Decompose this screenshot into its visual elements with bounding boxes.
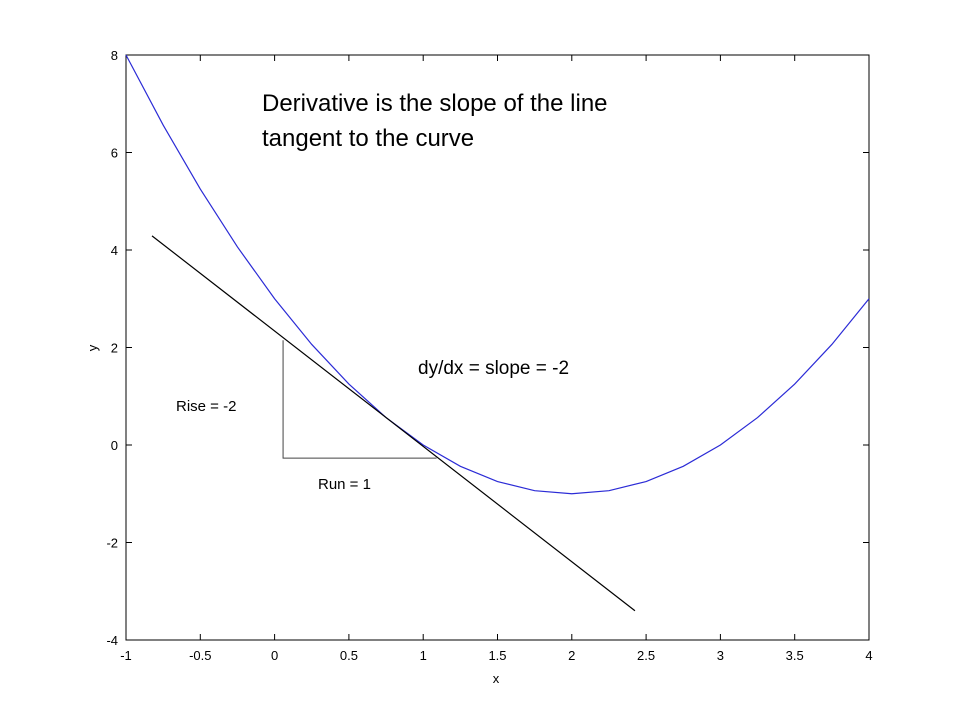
y-tick-label: 8 bbox=[111, 48, 118, 63]
y-tick-label: -4 bbox=[106, 633, 118, 648]
x-tick-label: 4 bbox=[865, 648, 872, 663]
annotation: Run = 1 bbox=[318, 476, 371, 493]
curve bbox=[125, 54, 870, 495]
y-tick-label: 2 bbox=[111, 341, 118, 356]
x-tick-label: 0 bbox=[271, 648, 278, 663]
title-line: tangent to the curve bbox=[262, 125, 474, 152]
x-tick-label: 1.5 bbox=[488, 648, 506, 663]
annotation: Rise = -2 bbox=[176, 398, 236, 415]
y-tick-label: 0 bbox=[111, 438, 118, 453]
x-tick-label: 2 bbox=[568, 648, 575, 663]
y-tick-label: 6 bbox=[111, 146, 118, 161]
x-tick-label: 1 bbox=[420, 648, 427, 663]
x-axis-label: x bbox=[493, 671, 500, 686]
x-tick-label: 3.5 bbox=[786, 648, 804, 663]
slope-triangle bbox=[282, 340, 437, 459]
x-tick-label: 2.5 bbox=[637, 648, 655, 663]
y-tick-label: 4 bbox=[111, 243, 118, 258]
plot-area bbox=[125, 54, 870, 641]
x-tick-label: 0.5 bbox=[340, 648, 358, 663]
title-line: Derivative is the slope of the line bbox=[262, 90, 608, 117]
x-tick-label: 3 bbox=[717, 648, 724, 663]
y-axis-label: y bbox=[85, 344, 100, 351]
x-tick-label: -1 bbox=[120, 648, 132, 663]
x-tick-label: -0.5 bbox=[189, 648, 211, 663]
tangent-line bbox=[151, 235, 636, 612]
annotation: dy/dx = slope = -2 bbox=[418, 358, 569, 379]
y-tick-label: -2 bbox=[106, 536, 118, 551]
